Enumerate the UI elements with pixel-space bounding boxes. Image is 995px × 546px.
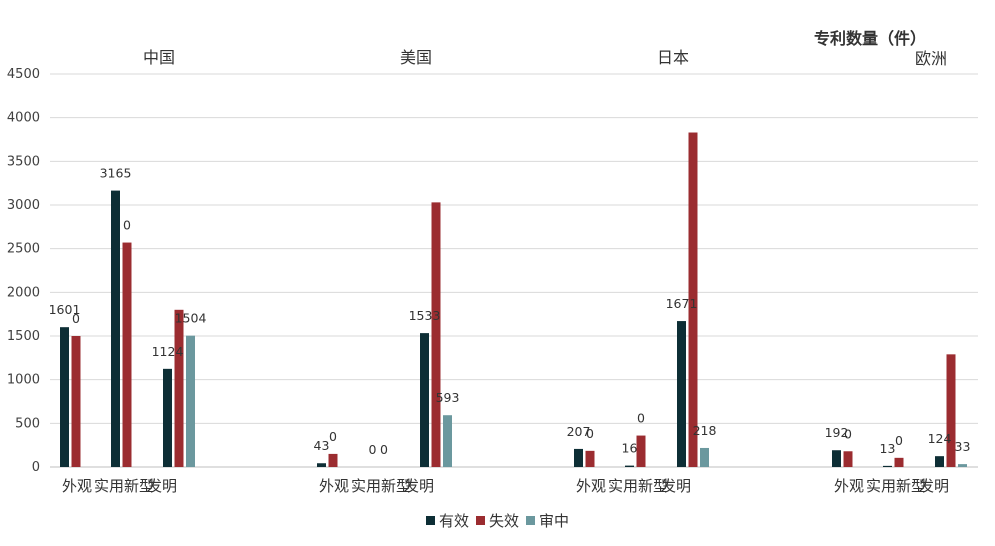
y-tick-label: 1000	[7, 373, 40, 388]
data-label: 1504	[175, 311, 207, 326]
data-label: 0	[380, 442, 388, 457]
data-label: 593	[436, 390, 460, 405]
bar	[883, 465, 892, 467]
data-label: 1533	[409, 308, 441, 323]
data-label: 1124	[152, 344, 184, 359]
group-label: 欧洲	[915, 49, 947, 68]
data-label: 192	[825, 425, 849, 440]
data-label: 43	[314, 438, 330, 453]
data-label: 124	[928, 431, 952, 446]
bar	[958, 464, 967, 467]
y-tick-label: 0	[32, 460, 40, 475]
bar	[163, 368, 172, 467]
bar	[688, 132, 698, 467]
data-label: 0	[637, 411, 645, 426]
legend-label: 有效	[439, 512, 469, 530]
category-label: 发明	[404, 477, 434, 495]
bar	[431, 202, 441, 467]
y-tick-label: 4500	[7, 67, 40, 82]
category-label: 发明	[919, 477, 949, 495]
data-label: 0	[72, 311, 80, 326]
bar	[111, 190, 120, 467]
y-tick-label: 2000	[7, 285, 40, 300]
data-label: 0	[123, 218, 131, 233]
data-label: 0	[895, 433, 903, 448]
group-label: 中国	[143, 48, 175, 67]
bar	[574, 448, 583, 467]
legend-swatch	[426, 516, 435, 525]
bar	[843, 451, 853, 467]
data-label: 0	[586, 426, 594, 441]
bar	[585, 450, 595, 467]
bar	[832, 450, 841, 467]
category-label: 实用新型	[351, 477, 411, 495]
bar	[186, 335, 195, 467]
category-label: 发明	[147, 477, 177, 495]
bar	[328, 453, 338, 467]
y-tick-label: 500	[15, 416, 40, 431]
bar	[700, 447, 709, 467]
legend: 有效 失效 审中	[426, 512, 569, 530]
bar	[946, 354, 956, 467]
chart-title: 专利数量（件）	[814, 29, 926, 48]
bar	[122, 242, 132, 467]
legend-swatch	[526, 516, 535, 525]
y-tick-label: 1500	[7, 329, 40, 344]
y-tick-label: 3000	[7, 198, 40, 213]
category-label: 发明	[661, 477, 691, 495]
category-label: 实用新型	[866, 477, 926, 495]
category-label: 外观	[576, 477, 606, 495]
data-label: 207	[567, 424, 591, 439]
category-label: 外观	[319, 477, 349, 495]
bar	[317, 463, 326, 467]
category-label: 外观	[62, 477, 92, 495]
legend-label: 失效	[489, 512, 519, 530]
bar	[71, 336, 81, 467]
data-label: 13	[880, 441, 896, 456]
data-label: 1601	[49, 302, 81, 317]
y-tick-label: 3500	[7, 154, 40, 169]
bar	[677, 321, 686, 467]
y-tick-label: 4000	[7, 111, 40, 126]
group-label: 日本	[657, 48, 689, 67]
bar	[174, 309, 184, 467]
data-label: 33	[955, 439, 971, 454]
y-tick-label: 2500	[7, 242, 40, 257]
data-label: 0	[369, 442, 377, 457]
bar	[420, 333, 429, 467]
bar	[935, 456, 944, 467]
bar	[625, 465, 634, 467]
bar	[636, 435, 646, 467]
data-label: 0	[329, 429, 337, 444]
legend-label: 审中	[539, 512, 569, 530]
data-label: 16	[622, 441, 638, 456]
gridlines	[50, 73, 978, 468]
data-label: 1671	[666, 296, 698, 311]
bar	[894, 457, 904, 467]
category-label: 实用新型	[94, 477, 154, 495]
data-label: 218	[693, 423, 717, 438]
category-label: 外观	[834, 477, 864, 495]
bar	[443, 415, 452, 467]
legend-swatch	[476, 516, 485, 525]
y-axis-ticks: 0 500 1000 1500 2000 2500 3000 3500 4000 4500	[7, 67, 40, 475]
bars	[60, 132, 967, 467]
group-labels: 中国 美国 日本 欧洲	[143, 48, 947, 68]
category-label: 实用新型	[608, 477, 668, 495]
data-label: 0	[844, 426, 852, 441]
group-label: 美国	[400, 48, 432, 67]
data-label: 3165	[100, 166, 132, 181]
bar	[60, 327, 69, 467]
